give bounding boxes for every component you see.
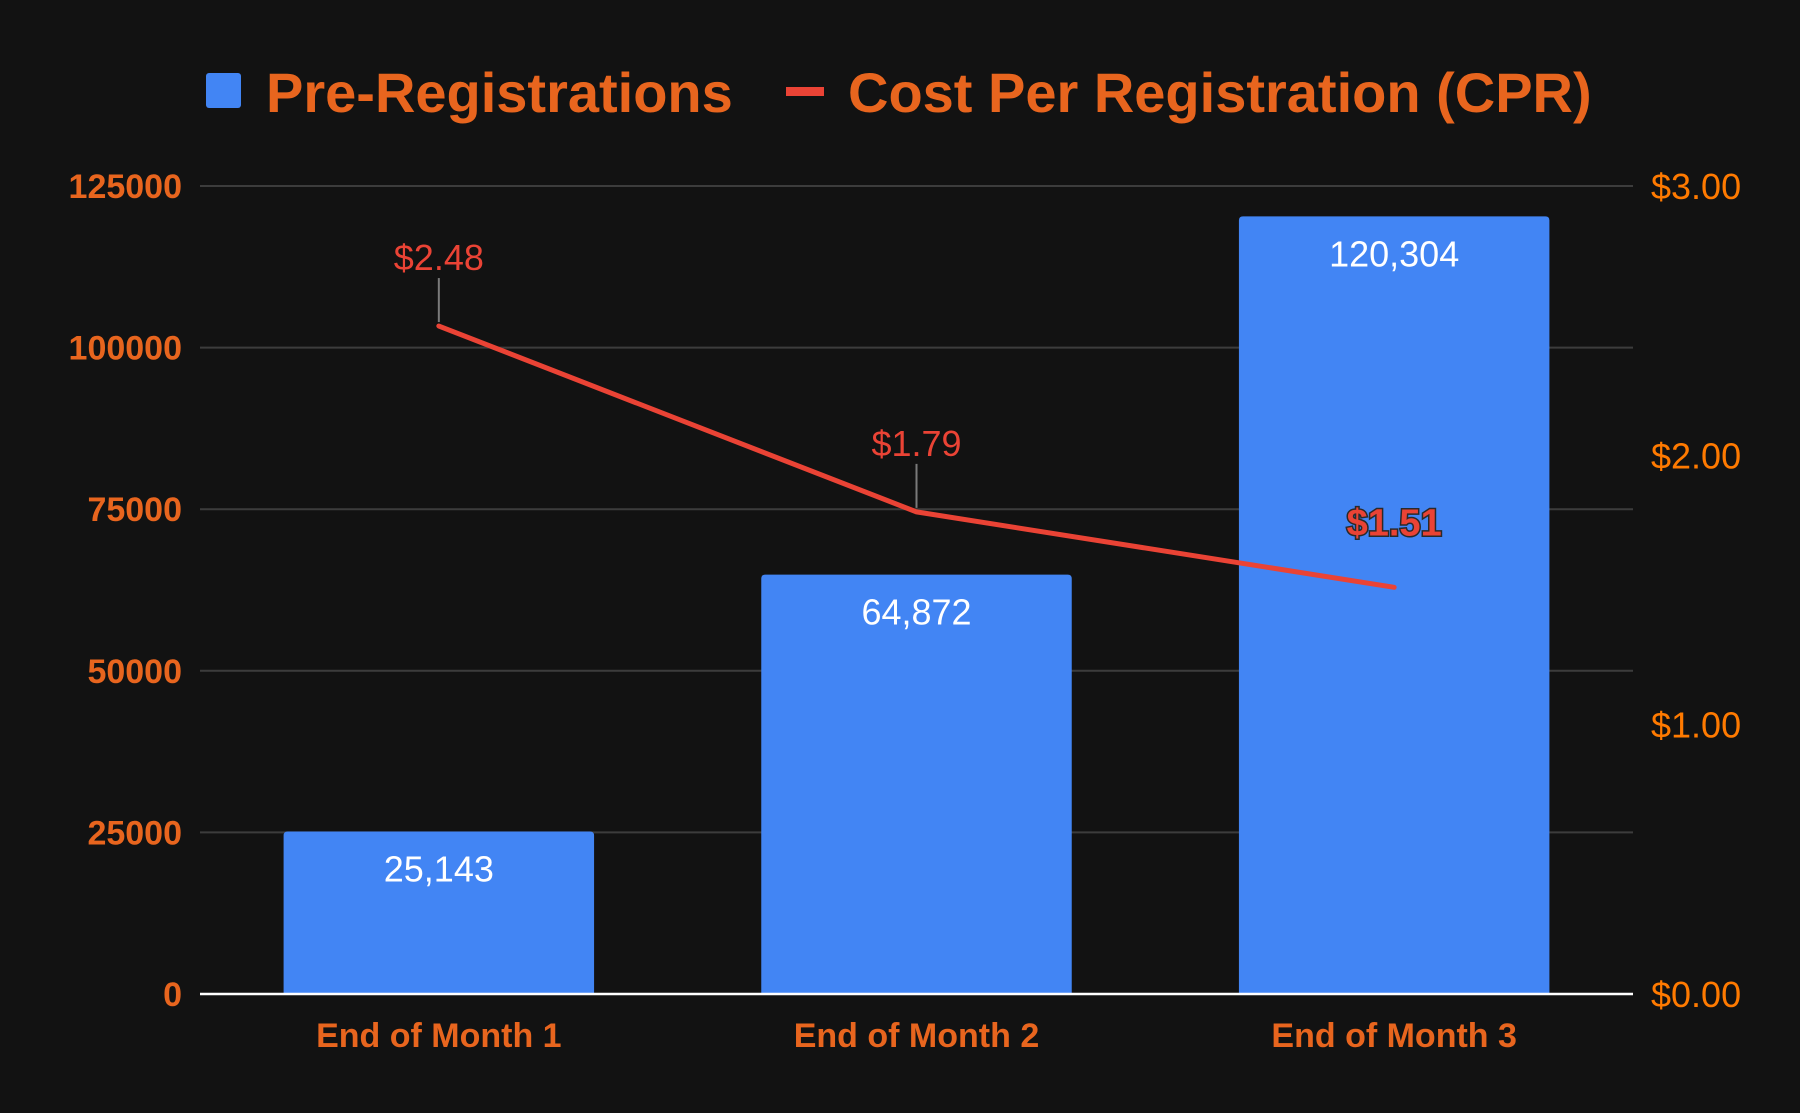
legend-label-pre-registrations: Pre-Registrations	[266, 61, 733, 124]
x-tick-label: End of Month 3	[1271, 1017, 1517, 1055]
legend-label-cpr: Cost Per Registration (CPR)	[848, 61, 1592, 124]
legend-swatch-cpr	[786, 87, 824, 96]
y-right-tick-label: $3.00	[1651, 166, 1741, 207]
y-right-tick-label: $2.00	[1651, 435, 1741, 476]
line-path	[436, 323, 1397, 590]
y-left-tick-label: 125000	[69, 168, 182, 206]
line-data-label: $2.48	[394, 237, 484, 278]
bar-data-label: 120,304	[1329, 233, 1459, 274]
y-left-tick-label: 50000	[87, 653, 182, 691]
bar-data-label: 25,143	[384, 848, 494, 889]
y-left-tick-label: 0	[163, 976, 182, 1014]
y-left-tick-label: 75000	[87, 491, 182, 529]
y-right-tick-label: $0.00	[1651, 974, 1741, 1015]
y-right-tick-label: $1.00	[1651, 705, 1741, 746]
line-series: $2.48 $1.79 $1.51	[394, 237, 1443, 590]
x-tick-label: End of Month 1	[316, 1017, 562, 1055]
x-tick-label: End of Month 2	[794, 1017, 1040, 1055]
line-data-label: $1.79	[871, 423, 961, 464]
y-left-tick-label: 25000	[87, 814, 182, 852]
y-left-tick-label: 100000	[69, 330, 182, 368]
bar	[761, 574, 1072, 994]
bar	[283, 831, 595, 994]
bar-series: 25,143 64,872 120,304	[283, 216, 1550, 994]
legend: Pre-Registrations Cost Per Registration …	[206, 61, 1592, 124]
bar	[1238, 216, 1550, 994]
bar-data-label: 64,872	[861, 592, 971, 633]
line-data-label: $1.51	[1347, 502, 1442, 544]
axes: 0 25000 50000 75000 100000 125000 $0.00 $1.00 $2…	[69, 166, 1742, 1055]
legend-swatch-pre-registrations	[206, 73, 241, 108]
